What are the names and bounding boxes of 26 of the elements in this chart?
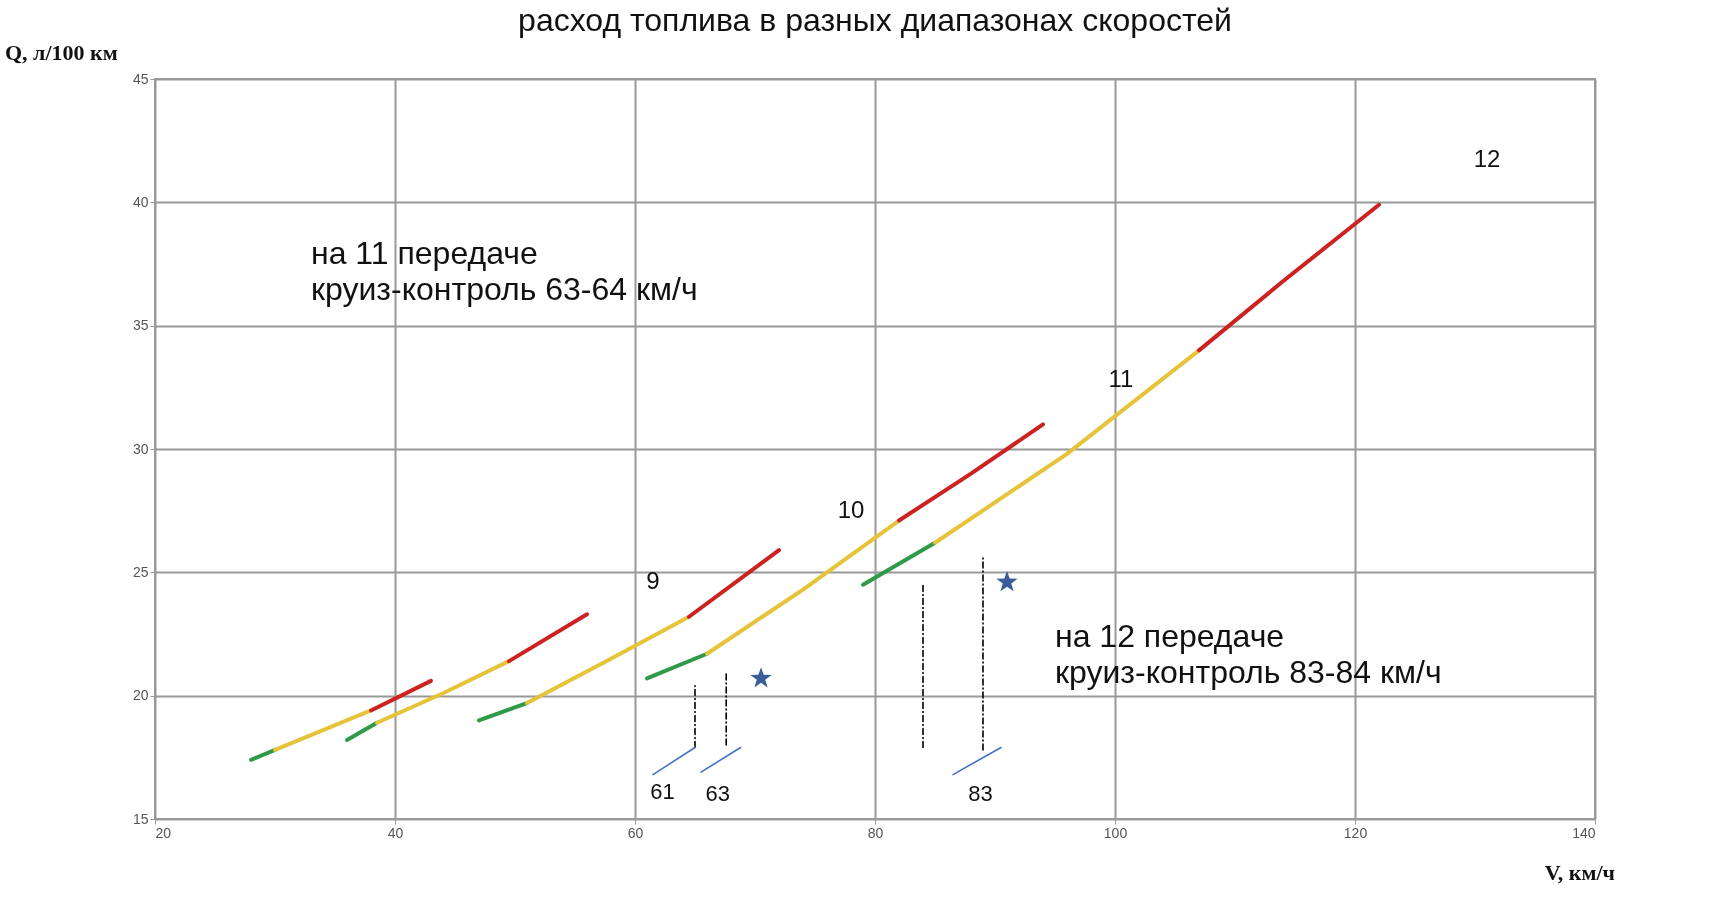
annotation: 63 — [705, 781, 731, 807]
annotation: на 12 передаче круиз-контроль 83-84 км/ч — [1055, 617, 1442, 690]
annotation: 10 — [837, 495, 865, 523]
x-tick-label: 60 — [627, 824, 644, 841]
annotation: на 11 передаче круиз-контроль 63-64 км/ч — [311, 235, 698, 308]
y-tick-label: 45 — [132, 70, 149, 87]
annotation: 9 — [646, 567, 660, 595]
y-tick-label: 25 — [132, 563, 149, 580]
x-tick-label: 100 — [1103, 824, 1128, 841]
x-axis-title: V, км/ч — [1544, 860, 1615, 885]
x-tick-label: 20 — [155, 824, 172, 841]
y-tick-label: 30 — [132, 440, 149, 457]
x-tick-label: 40 — [387, 824, 404, 841]
y-tick-label: 40 — [132, 193, 149, 210]
y-tick-label: 15 — [132, 810, 149, 827]
x-tick-label: 120 — [1343, 824, 1368, 841]
annotation: 83 — [968, 781, 993, 807]
annotation: 11 — [1108, 364, 1134, 392]
annotation: 61 — [650, 778, 675, 804]
y-tick-label: 35 — [132, 317, 149, 334]
chart-title: расход топлива в разных диапазонах скоростей — [518, 2, 1232, 38]
y-axis-title: Q, л/100 км — [5, 40, 118, 65]
y-tick-label: 20 — [132, 687, 149, 704]
x-tick-label: 80 — [867, 824, 884, 841]
annotation: 12 — [1473, 145, 1501, 173]
x-tick-label: 140 — [1572, 824, 1596, 841]
